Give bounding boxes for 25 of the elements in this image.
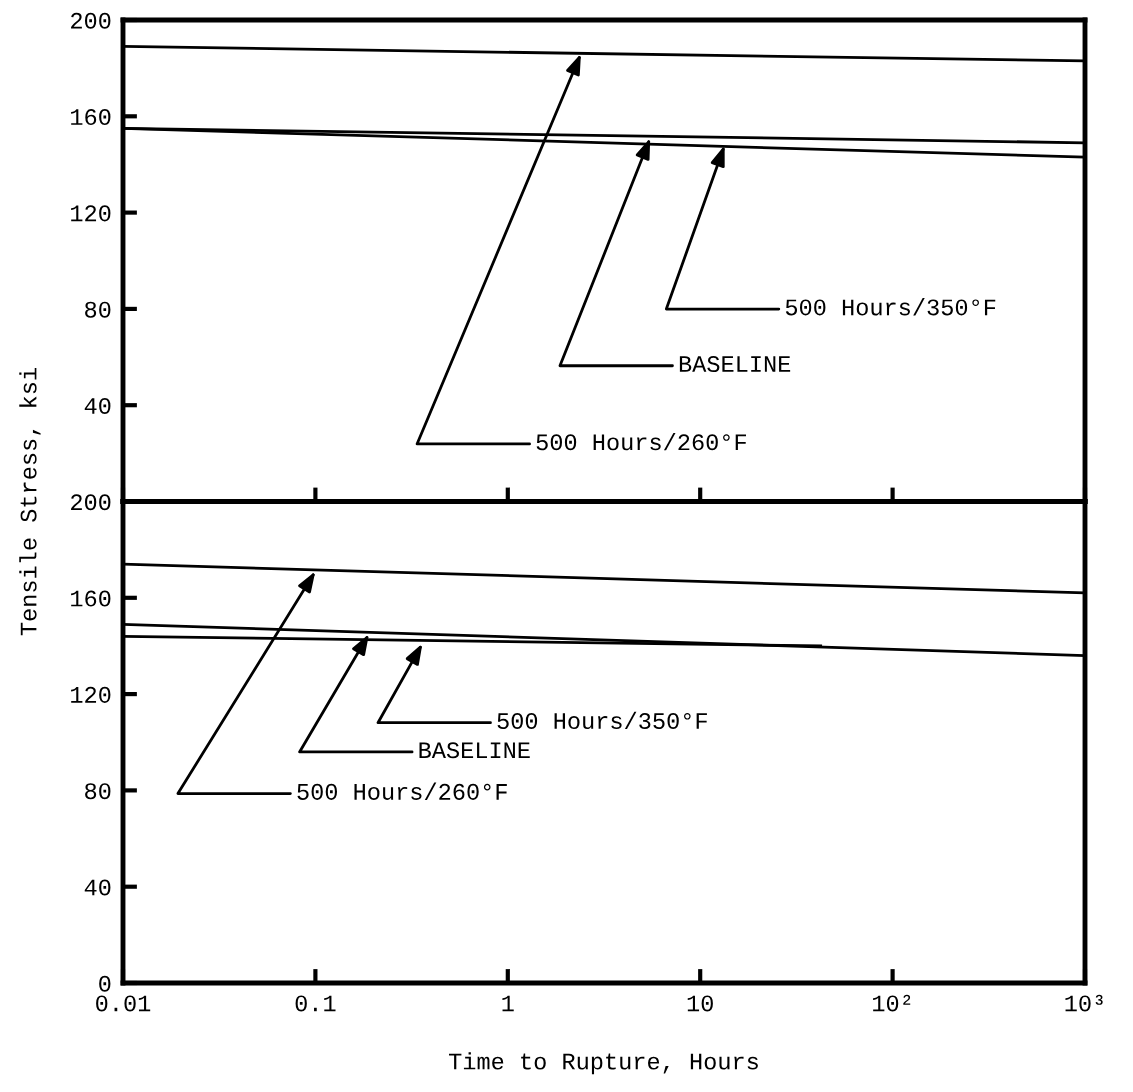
y-tick-label: 200 [71, 494, 111, 511]
x-tick-label: 1 [502, 995, 514, 1012]
annotation: 500 Hours/260°F [536, 432, 746, 451]
y-axis-title: Tensile Stress, ksi [19, 368, 41, 636]
x-tick-label: 10² [873, 994, 911, 1012]
x-axis-title: Time to Rupture, Hours [449, 1052, 758, 1075]
y-tick-label: 120 [71, 205, 111, 222]
y-tick-label: 80 [85, 783, 111, 800]
x-tick-label: 0.1 [295, 995, 336, 1012]
annotation: BASELINE [679, 356, 791, 373]
annotation: 500 Hours/350°F [785, 298, 996, 316]
y-tick-label: 160 [71, 590, 111, 607]
y-tick-label: 40 [84, 879, 111, 896]
x-tick-label: 0.01 [96, 995, 151, 1012]
annotation: 500 Hours/350°F [497, 711, 707, 730]
y-tick-label: 200 [71, 12, 111, 29]
y-tick-label: 120 [71, 686, 111, 703]
y-tick-label: 160 [71, 109, 111, 126]
y-tick-label: 40 [84, 397, 111, 414]
y-tick-label: 0 [99, 975, 111, 992]
annotation: BASELINE [419, 742, 530, 759]
x-tick-label: 10 [687, 995, 713, 1012]
y-tick-label: 80 [85, 301, 111, 318]
x-tick-label: 10³ [1065, 994, 1103, 1012]
annotation: 500 Hours/260°F [297, 782, 507, 800]
